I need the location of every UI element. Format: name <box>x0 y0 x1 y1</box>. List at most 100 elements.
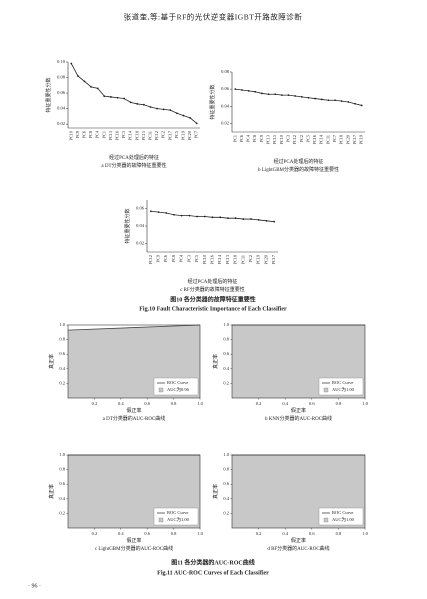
x-tick-label: PC2 <box>299 135 304 142</box>
data-point <box>273 220 276 223</box>
x-tick-label: PC13 <box>225 255 230 264</box>
legend-box <box>318 507 364 526</box>
x-tick-label: PC11 <box>147 131 152 140</box>
plot-frame <box>231 324 366 399</box>
x-tick-label: PC16 <box>114 131 119 140</box>
data-point <box>77 75 79 77</box>
y-tick-label: 0.04 <box>57 106 66 111</box>
data-point <box>280 94 283 97</box>
x-tick-label: PC13 <box>266 135 271 144</box>
data-point <box>90 85 92 88</box>
x-tick-label: PC8 <box>171 255 176 262</box>
data-point <box>354 102 356 105</box>
x-tick-label: 0.8 <box>336 531 342 536</box>
x-tick-label: PC17 <box>167 131 172 140</box>
x-tick-label: 0.6 <box>144 531 150 536</box>
x-tick-label: PC4 <box>179 254 184 262</box>
x-tick-label: PC11 <box>240 255 245 264</box>
y-tick-label: 0.6 <box>59 351 65 356</box>
data-point <box>241 89 243 91</box>
data-point <box>157 211 160 214</box>
x-tick-label: 0.6 <box>309 531 315 536</box>
x-tick-label: 0.2 <box>92 401 98 406</box>
data-point <box>314 97 317 100</box>
x-tick-label: PC20 <box>263 255 268 264</box>
x-axis-label: 经过PCA处理后的特征 <box>109 154 159 161</box>
y-tick-label: 0.08 <box>221 69 230 74</box>
data-point <box>110 96 112 98</box>
x-tick-label: 1.0 <box>197 401 203 406</box>
x-tick-label: PC14 <box>128 130 133 140</box>
data-point <box>267 93 270 96</box>
data-point <box>173 213 175 216</box>
data-point <box>169 109 172 112</box>
x-tick-label: 0.4 <box>282 401 288 406</box>
data-point <box>136 103 139 105</box>
data-point <box>203 215 206 218</box>
x-tick-label: 0.4 <box>118 401 124 406</box>
y-tick-label: 0.06 <box>57 90 66 95</box>
y-tick-label: 0.4 <box>223 496 229 501</box>
y-tick-label: 0.4 <box>223 366 229 371</box>
x-tick-label: 1.0 <box>362 531 368 536</box>
data-point <box>254 90 257 93</box>
y-tick-label: 0.2 <box>223 510 229 515</box>
x-tick-label: PC17 <box>271 255 276 264</box>
y-tick-label: 0.02 <box>221 120 229 125</box>
x-tick-label: PC1 <box>232 135 237 142</box>
x-axis-label: 经过PCA处理后的特征 <box>188 278 238 285</box>
x-tick-label: 0.4 <box>118 531 124 536</box>
chart-caption: c RF分类器的故障特征重要性 <box>180 286 245 293</box>
legend-box <box>153 507 199 526</box>
data-point <box>149 210 152 213</box>
x-tick-label: PC10 <box>202 255 207 264</box>
figure-title: 图10 各分类器的故障特征重要性 <box>170 295 256 303</box>
x-tick-label: PC2 <box>161 131 166 138</box>
x-tick-label: PC15 <box>141 131 146 140</box>
data-point <box>188 214 191 217</box>
x-tick-label: PC9 <box>259 135 264 142</box>
y-tick-label: 0.6 <box>223 351 229 356</box>
chart-caption: b KNN分类器的AUC-ROC曲线 <box>265 415 332 422</box>
x-tick-label: 0.8 <box>171 401 177 406</box>
x-axis-label: 假正率 <box>291 407 306 414</box>
data-point <box>189 117 192 119</box>
data-point <box>162 108 165 111</box>
y-tick-label: 1.0 <box>59 452 65 457</box>
y-tick-label: 0.06 <box>136 206 145 211</box>
x-tick-label: PC19 <box>359 135 364 144</box>
data-point <box>320 98 323 101</box>
roc-line <box>67 324 201 331</box>
legend-entry: AUC为0.96 <box>167 386 190 393</box>
y-tick-label: 0.02 <box>136 240 144 245</box>
x-tick-label: PC10 <box>68 131 73 140</box>
x-tick-label: PC5 <box>194 255 199 262</box>
x-tick-label: PC13 <box>108 131 113 140</box>
legend-entry: ROC Curve <box>167 510 188 515</box>
data-point <box>265 219 268 222</box>
plot-frame <box>231 454 366 529</box>
data-point <box>261 92 263 95</box>
x-tick-label: PC15 <box>272 135 277 144</box>
y-tick-label: 0.2 <box>59 510 65 515</box>
x-tick-label: PC4 <box>95 130 100 138</box>
legend-entry: ROC Curve <box>332 510 353 515</box>
x-tick-label: PC4 <box>246 134 251 142</box>
data-point <box>156 107 159 110</box>
x-tick-label: 0.2 <box>256 401 262 406</box>
x-tick-label: PC1 <box>101 131 106 138</box>
data-point <box>360 104 363 107</box>
data-point <box>116 96 119 99</box>
y-axis-label: 特征重要性分数 <box>124 208 131 243</box>
legend-swatch <box>158 517 164 523</box>
plot-frame <box>67 454 201 529</box>
y-tick-label: 0.8 <box>59 337 65 342</box>
x-tick-label: PC9 <box>75 131 80 138</box>
data-point <box>307 96 310 99</box>
x-tick-label: PC14 <box>319 134 324 144</box>
y-tick-label: 0.02 <box>57 121 65 126</box>
x-tick-label: 0.8 <box>171 531 177 536</box>
data-point <box>182 114 185 117</box>
data-point <box>70 62 73 65</box>
data-point <box>176 112 178 115</box>
